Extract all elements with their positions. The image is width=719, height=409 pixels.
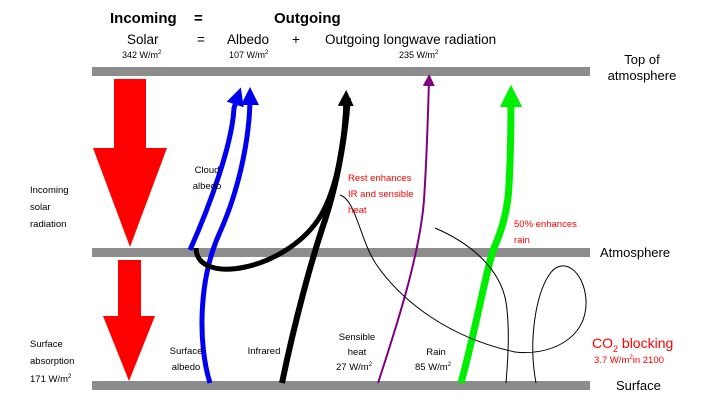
atmosphere-bar — [92, 248, 590, 257]
toa-bar — [92, 67, 590, 76]
surface-albedo-arrow — [199, 87, 259, 384]
toa-label-2: atmosphere — [608, 68, 677, 83]
header-outgoing: Outgoing — [274, 10, 341, 27]
incoming-solar-label-1: Incoming — [30, 185, 69, 196]
cloud-albedo-arrow — [187, 87, 244, 252]
rest-enhances-label-3: heat — [348, 205, 367, 216]
header-equals: = — [194, 10, 203, 27]
header-olr: Outgoing longwave radiation — [325, 32, 496, 47]
cloud-albedo-label-2: albedo — [193, 181, 222, 192]
co2-blocking-line-2 — [434, 227, 509, 384]
incoming-solar-label-2: solar — [30, 202, 51, 213]
toa-label-1: Top of — [624, 52, 660, 67]
surface-bar — [92, 381, 590, 390]
surface-ir-arrow — [279, 97, 351, 384]
surface-albedo-label-2: albedo — [172, 362, 201, 373]
surface-albedo-label-1: Surface — [170, 346, 203, 357]
rest-enhances-label-1: Rest enhances — [348, 173, 412, 184]
sensible-heat-label-1: Sensible — [339, 332, 375, 343]
co2-blocking-title: CO2 blocking — [592, 335, 673, 354]
surface-absorption-label-2: absorption — [30, 356, 74, 367]
header-equals-2: = — [197, 32, 205, 47]
surface-absorption-value: 171 W/m2 — [30, 374, 72, 385]
rain-value: 85 W/m2 — [415, 362, 452, 373]
sensible-heat-arrow — [377, 74, 435, 384]
solar-value: 342 W/m2 — [122, 50, 162, 60]
rain-arrow — [457, 84, 523, 384]
olr-value: 235 W/m2 — [399, 50, 439, 60]
sensible-heat-value: 27 W/m2 — [336, 362, 373, 373]
rest-enhances-label-2: IR and sensible — [348, 189, 413, 200]
fifty-percent-label-1: 50% enhances — [514, 219, 577, 230]
infrared-label: Infrared — [248, 346, 281, 357]
header-albedo: Albedo — [227, 32, 269, 47]
cloud-albedo-label-1: Cloud — [195, 165, 220, 176]
incoming-solar-arrow — [93, 79, 167, 247]
co2-blocking-value: 3.7 W/m2in 2100 — [594, 355, 664, 366]
incoming-solar-label-3: radiation — [30, 219, 66, 230]
albedo-value: 107 W/m2 — [229, 50, 269, 60]
header-plus: + — [292, 32, 300, 47]
fifty-percent-label-2: rain — [514, 235, 530, 246]
surface-absorption-arrow — [103, 260, 155, 381]
surface-label: Surface — [616, 378, 661, 393]
rain-label: Rain — [426, 347, 446, 358]
sensible-heat-label-2: heat — [348, 347, 367, 358]
header-solar: Solar — [127, 32, 159, 47]
atmosphere-label: Atmosphere — [600, 245, 670, 260]
co2-blocking-line-1 — [339, 194, 587, 384]
header-incoming: Incoming — [110, 10, 177, 27]
surface-absorption-label-1: Surface — [30, 339, 63, 350]
